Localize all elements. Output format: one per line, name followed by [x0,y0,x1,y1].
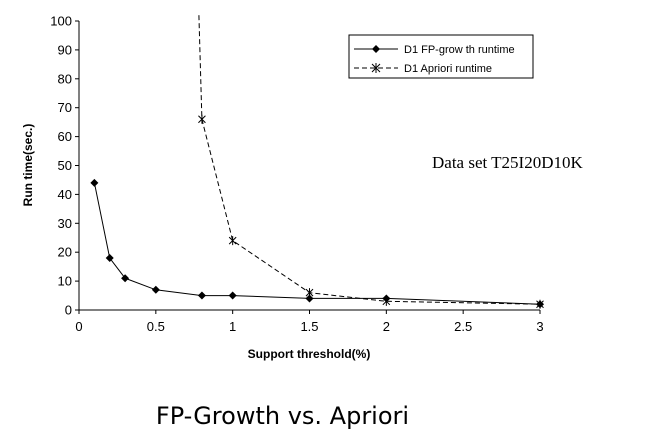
legend-star-marker [371,63,381,73]
data-point-0-4 [197,291,206,300]
dataset-annotation: Data set T25I20D10K [432,153,583,172]
legend-label-fp: D1 FP-grow th runtime [404,44,515,56]
x-tick-label-5: 2.5 [454,319,472,334]
data-point-0-6 [305,294,314,303]
series-layer [90,15,544,309]
data-point-0-1 [105,253,114,262]
y-tick-label-8: 80 [58,71,72,86]
data-point-1-4 [382,296,391,306]
slide-caption: FP-Growth vs. Apriori [155,402,410,430]
y-tick-label-2: 20 [58,245,72,260]
x-tick-label-6: 3 [536,319,543,334]
data-point-0-3 [151,285,160,294]
x-tick-label-1: 0.5 [147,319,165,334]
y-tick-label-1: 10 [58,274,72,289]
series-line-0 [93,182,541,305]
legend-box [348,34,534,79]
y-tick-label-0: 0 [65,303,72,318]
legend-label-apriori: D1 Apriori runtime [404,63,492,75]
data-point-1-3 [305,288,314,298]
y-tick-label-3: 30 [58,216,72,231]
y-tick-label-9: 90 [58,42,72,57]
y-tick-label-5: 50 [58,158,72,173]
x-tick-label-0: 0 [75,319,82,334]
y-tick-label-7: 70 [58,100,72,115]
data-point-0-0 [90,178,99,187]
y-tick-label-6: 60 [58,129,72,144]
data-point-1-1 [198,114,206,124]
legend-diamond-marker [372,45,380,53]
x-tick-label-3: 1.5 [300,319,318,334]
series-1 [198,15,544,309]
legend: D1 FP-grow th runtime D1 Apriori runtime [348,34,534,79]
x-tick-label-4: 2 [383,319,390,334]
x-axis-title: Support threshold(%) [248,347,371,361]
x-tick-label-2: 1 [229,319,236,334]
data-point-1-5 [536,299,544,309]
y-tick-label-4: 40 [58,187,72,202]
data-point-0-5 [228,291,237,300]
series-line-1 [198,15,541,305]
data-point-1-2 [228,236,237,246]
series-0 [90,178,544,309]
axes: 0 10 20 30 40 50 60 70 80 90 100 0 0.5 1 1.5 2 2.5 3 [50,14,543,335]
y-tick-label-10: 100 [50,14,72,29]
data-point-0-2 [121,274,130,283]
y-axis-title: Run time(sec.) [21,124,35,207]
runtime-chart: 0 10 20 30 40 50 60 70 80 90 100 0 0.5 1 1.5 2 2.5 3 D1 F… [21,14,583,362]
